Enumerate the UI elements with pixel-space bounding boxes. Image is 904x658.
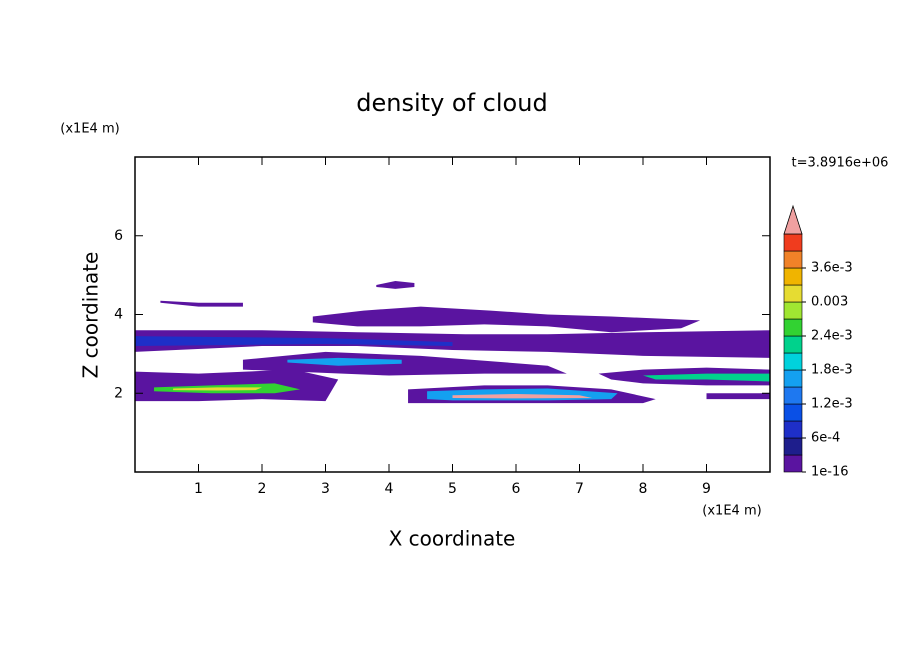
colorbar-box — [783, 335, 803, 354]
colorbar-label: 3.6e-3 — [811, 261, 853, 276]
x-tick-label: 6 — [512, 481, 521, 497]
x-unit: (x1E4 m) — [702, 504, 761, 519]
colorbar-label: 0.003 — [811, 295, 848, 310]
colorbar-box — [783, 250, 803, 269]
y-tick-label: 4 — [114, 307, 123, 323]
x-axis-label: X coordinate — [389, 527, 516, 551]
colorbar-box — [783, 369, 803, 388]
colorbar-box — [783, 301, 803, 320]
colorbar-box — [783, 403, 803, 422]
contour-region — [173, 387, 262, 391]
x-tick-label: 8 — [639, 481, 648, 497]
contour-region — [135, 336, 453, 346]
colorbar-box — [783, 284, 803, 303]
x-tick-label: 1 — [194, 481, 203, 497]
colorbar-box — [783, 318, 803, 337]
contour-region — [242, 351, 567, 376]
x-tick-label: 5 — [448, 481, 457, 497]
colorbar-box — [783, 352, 803, 371]
colorbar-box — [783, 267, 803, 286]
y-tick-label: 6 — [114, 228, 123, 244]
contour-region — [287, 357, 402, 366]
time-annotation: t=3.8916e+06 — [792, 156, 889, 171]
colorbar-label: 6e-4 — [811, 431, 840, 446]
x-tick-label: 4 — [385, 481, 394, 497]
x-tick-label: 7 — [575, 481, 584, 497]
colorbar-box — [783, 454, 803, 473]
contour-region — [452, 394, 593, 399]
colorbar-box — [783, 420, 803, 439]
colorbar-extend — [783, 204, 803, 235]
y-unit: (x1E4 m) — [60, 122, 119, 137]
colorbar-box — [783, 386, 803, 405]
x-tick-label: 3 — [321, 481, 330, 497]
chart-title: density of cloud — [356, 89, 547, 117]
contour-region — [706, 393, 770, 400]
colorbar-box — [783, 233, 803, 252]
colorbar-label: 1e-16 — [811, 465, 849, 480]
contour-region — [643, 373, 770, 382]
x-tick-label: 9 — [702, 481, 711, 497]
colorbar-label: 1.2e-3 — [811, 397, 853, 412]
y-tick-label: 2 — [114, 385, 123, 401]
colorbar-box — [783, 437, 803, 456]
y-axis-label: Z coordinate — [79, 252, 103, 379]
contour-region — [160, 300, 243, 307]
x-tick-label: 2 — [258, 481, 267, 497]
contour-region — [312, 306, 701, 333]
colorbar-label: 2.4e-3 — [811, 329, 853, 344]
contour-region — [376, 281, 415, 289]
colorbar-label: 1.8e-3 — [811, 363, 853, 378]
